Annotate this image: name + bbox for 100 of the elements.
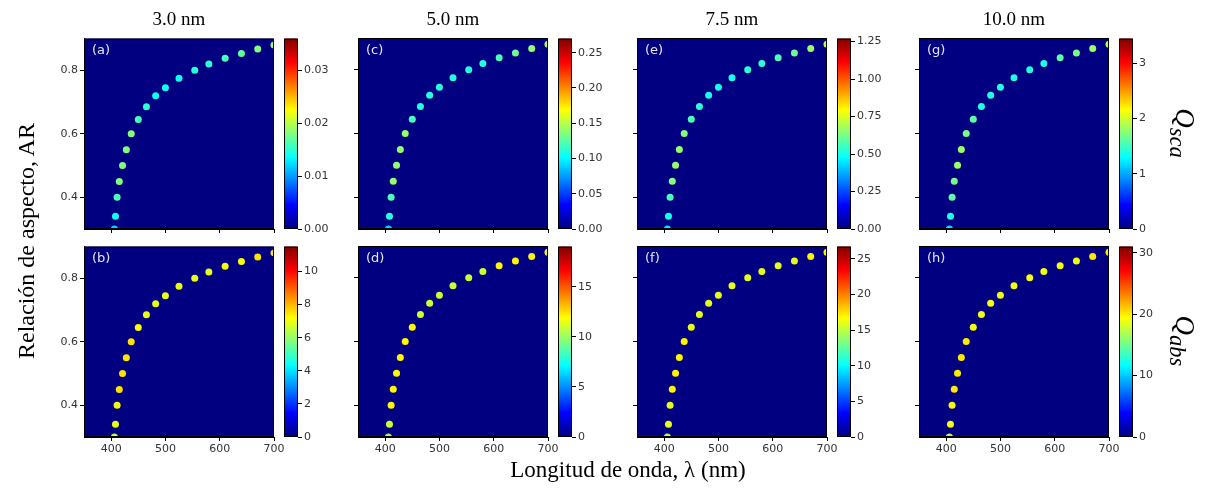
point	[1072, 257, 1080, 265]
point	[728, 74, 736, 82]
color-bar-label: 15	[857, 322, 871, 336]
color-bar-label: 2	[304, 396, 311, 410]
point	[687, 323, 695, 331]
color-bar-label: 10	[1139, 368, 1153, 382]
annotation: (c)	[366, 41, 384, 57]
point	[465, 66, 473, 74]
point	[115, 177, 123, 185]
point	[449, 282, 457, 290]
point	[416, 310, 424, 318]
chart-title: 10.0 nm	[981, 8, 1047, 30]
x-tick-label: 600	[762, 442, 784, 456]
color-bar-label: 10	[304, 264, 318, 278]
point	[744, 274, 752, 282]
point	[495, 262, 503, 270]
point	[807, 253, 815, 261]
point	[385, 212, 393, 220]
annotation: (f)	[645, 249, 660, 265]
point	[962, 130, 970, 137]
color-bar-label: 0.00	[578, 221, 603, 235]
point	[675, 353, 683, 361]
color-bar-label: 20	[1139, 307, 1153, 321]
point	[205, 60, 213, 68]
y-tick-label: 0.4	[60, 398, 78, 412]
point	[205, 268, 213, 276]
x-axis-title: Longitud de onda, λ (nm)	[510, 457, 746, 483]
annotation: (a)	[92, 42, 111, 58]
point	[1026, 66, 1034, 74]
point	[948, 401, 956, 409]
point	[977, 102, 985, 110]
x-tick-label: 700	[263, 442, 285, 456]
x-tick-label: 600	[483, 442, 505, 456]
point	[175, 282, 183, 290]
y-tick-label: 0.8	[60, 63, 78, 77]
color-bar-label: 0.25	[578, 45, 603, 59]
annotation: (d)	[366, 249, 385, 265]
point	[465, 274, 473, 282]
point	[134, 324, 142, 332]
x-tick-label: 500	[154, 442, 176, 456]
point	[957, 145, 965, 153]
point	[191, 66, 199, 74]
point	[1056, 54, 1064, 62]
point	[977, 310, 985, 318]
color-bar-label: 0.20	[578, 80, 603, 94]
color-bar-label: 0.00	[304, 221, 329, 235]
point	[687, 115, 695, 123]
color-bar-label: 0	[578, 429, 585, 443]
point	[1010, 74, 1018, 82]
point	[1010, 282, 1018, 290]
point	[680, 338, 688, 345]
point	[479, 59, 487, 67]
point	[996, 83, 1004, 91]
point	[666, 193, 674, 201]
x-tick-label: 700	[1098, 442, 1120, 456]
point	[134, 116, 142, 124]
chart-title: 5.0 nm	[425, 8, 481, 30]
color-bar-label: 3	[1139, 56, 1146, 70]
point	[511, 257, 519, 265]
color-bar-label: 30	[1139, 245, 1153, 259]
point	[672, 161, 680, 169]
color-bar-label: 0.15	[578, 116, 603, 130]
point	[161, 84, 169, 92]
point	[119, 162, 127, 170]
point	[396, 145, 404, 153]
x-tick-label: 700	[537, 442, 559, 456]
point	[221, 54, 229, 62]
point	[113, 193, 121, 201]
point	[705, 299, 713, 307]
color-bar-label: 0.10	[578, 151, 603, 165]
point	[528, 45, 536, 53]
point	[774, 262, 782, 270]
x-tick-label: 400	[374, 442, 396, 456]
point	[807, 45, 815, 53]
point	[714, 291, 722, 299]
point	[401, 338, 409, 345]
point	[191, 274, 199, 282]
color-bar-label: 2	[1139, 111, 1146, 125]
color-bar-label: 0	[857, 429, 864, 443]
point	[758, 267, 766, 275]
x-tick-label: 500	[989, 442, 1011, 456]
point	[152, 300, 160, 308]
point	[479, 267, 487, 275]
color-bar-label: 6	[304, 330, 311, 344]
point	[495, 54, 503, 62]
y-tick-label: 0.4	[60, 190, 78, 204]
point	[668, 177, 676, 185]
point	[714, 83, 722, 91]
point	[705, 91, 713, 99]
point	[237, 258, 245, 266]
point	[127, 130, 135, 138]
point	[115, 385, 123, 393]
color-bar-label: 0.50	[857, 146, 882, 160]
color-bar-label: 0	[1139, 221, 1146, 235]
color-bar-label: 0.25	[857, 184, 882, 198]
point	[948, 193, 956, 201]
color-bar-label: 0	[304, 429, 311, 443]
point	[254, 253, 262, 261]
color-bar-label: 1.25	[857, 34, 882, 48]
point	[969, 323, 977, 331]
